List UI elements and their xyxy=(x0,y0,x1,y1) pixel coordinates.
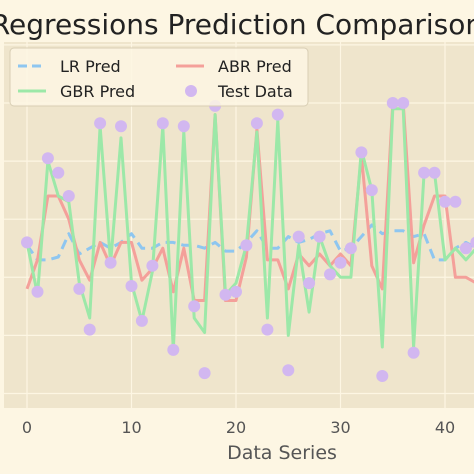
legend-label-abr-pred: ABR Pred xyxy=(218,57,292,76)
data-point-test-data-43 xyxy=(470,236,474,248)
data-point-test-data-34 xyxy=(376,370,389,382)
data-point-test-data-2 xyxy=(41,152,54,165)
data-point-test-data-19 xyxy=(219,288,232,301)
legend: LR Pred ABR Pred GBR Pred Test Data xyxy=(9,47,309,107)
data-point-test-data-37 xyxy=(407,346,420,359)
data-point-test-data-35 xyxy=(386,97,399,109)
data-point-test-data-42 xyxy=(459,242,472,255)
data-point-test-data-6 xyxy=(83,323,96,336)
data-point-test-data-10 xyxy=(125,280,138,292)
x-tick-label: 20 xyxy=(226,418,246,437)
data-point-test-data-16 xyxy=(188,300,201,313)
data-point-test-data-31 xyxy=(344,242,357,255)
data-point-test-data-21 xyxy=(240,239,253,252)
legend-label-lr-pred: LR Pred xyxy=(60,57,121,76)
data-point-test-data-11 xyxy=(135,314,148,327)
x-tick-label: 40 xyxy=(435,418,455,437)
data-point-test-data-8 xyxy=(104,256,117,269)
x-tick-label: 0 xyxy=(22,418,32,437)
data-point-test-data-38 xyxy=(418,166,431,179)
data-point-test-data-25 xyxy=(282,364,295,377)
series-layer xyxy=(21,97,474,382)
data-point-test-data-32 xyxy=(355,146,368,159)
data-point-test-data-29 xyxy=(324,268,336,281)
data-point-test-data-5 xyxy=(73,282,86,295)
data-point-test-data-26 xyxy=(292,230,305,243)
data-point-test-data-33 xyxy=(365,184,378,197)
data-point-test-data-41 xyxy=(449,195,462,208)
legend-swatch-test-data xyxy=(185,85,197,97)
data-point-test-data-23 xyxy=(261,323,274,336)
data-point-test-data-36 xyxy=(397,97,410,109)
data-point-test-data-28 xyxy=(313,230,326,243)
chart-title: Regressions Prediction Comparison xyxy=(0,8,474,41)
data-point-test-data-15 xyxy=(177,120,190,133)
data-point-test-data-1 xyxy=(31,285,44,298)
data-point-test-data-13 xyxy=(156,117,169,130)
data-point-test-data-4 xyxy=(62,190,75,202)
data-point-test-data-24 xyxy=(271,108,284,121)
data-point-test-data-17 xyxy=(198,367,211,380)
series-line-gbr-pred xyxy=(25,107,474,352)
data-point-test-data-7 xyxy=(94,117,107,130)
data-point-test-data-20 xyxy=(230,285,242,298)
x-ticks: 0 10 20 30 40 xyxy=(22,418,455,437)
data-point-test-data-30 xyxy=(334,256,347,269)
x-tick-label: 10 xyxy=(121,418,141,437)
legend-box xyxy=(9,47,309,107)
data-point-test-data-9 xyxy=(115,120,127,133)
legend-label-test-data: Test Data xyxy=(217,82,293,101)
data-point-test-data-27 xyxy=(303,277,316,290)
x-tick-label: 30 xyxy=(330,418,350,437)
legend-label-gbr-pred: GBR Pred xyxy=(60,82,135,101)
data-point-test-data-3 xyxy=(52,166,65,179)
data-point-test-data-40 xyxy=(439,195,451,208)
data-point-test-data-0 xyxy=(21,236,33,249)
data-point-test-data-12 xyxy=(146,259,159,272)
data-point-test-data-22 xyxy=(250,117,263,130)
data-point-test-data-14 xyxy=(167,343,180,356)
data-point-test-data-39 xyxy=(428,166,441,179)
x-axis-label: Data Series xyxy=(227,442,337,464)
